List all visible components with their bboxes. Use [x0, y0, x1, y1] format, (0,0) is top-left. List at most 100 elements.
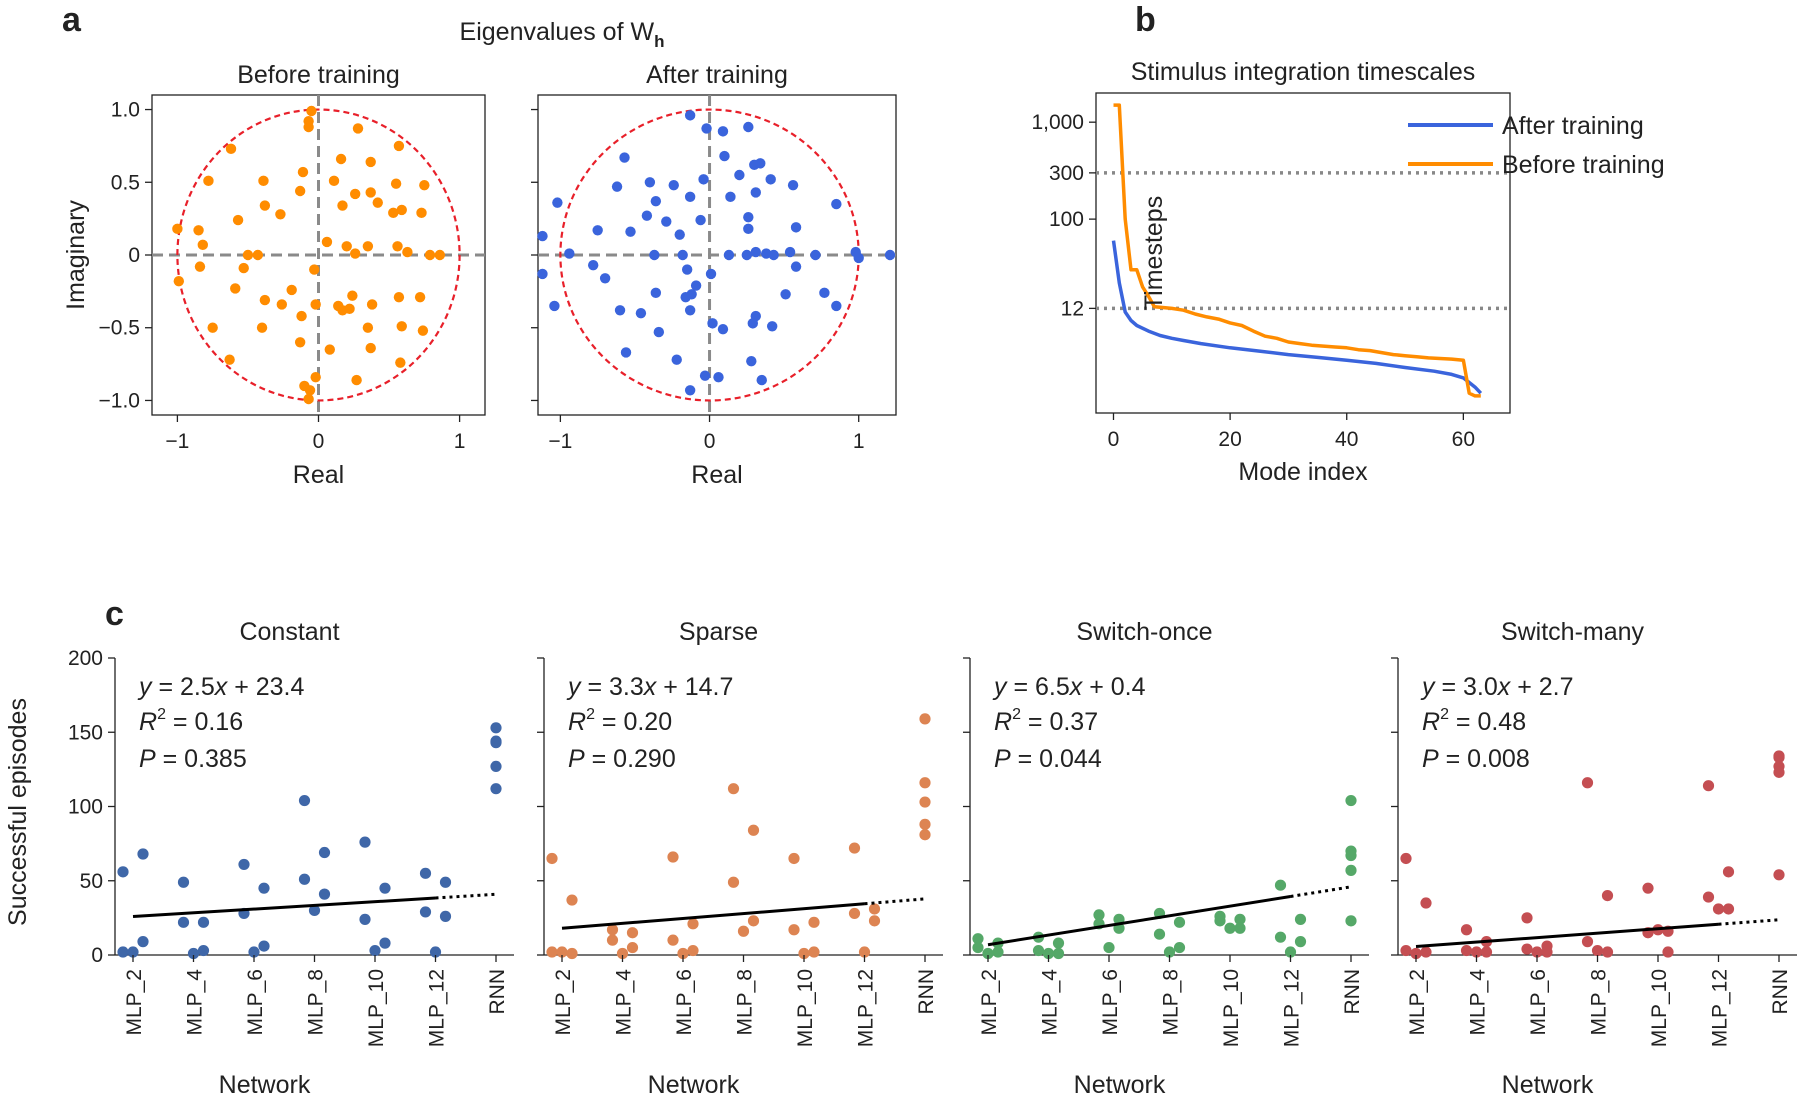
eig-before-point: [388, 207, 399, 219]
eig-before-ytick-label: 1.0: [111, 99, 140, 122]
eig-after-point: [668, 179, 679, 191]
perf-constant-point: [187, 947, 200, 960]
p-val: = 0.290: [585, 745, 676, 773]
eig-after-point: [819, 287, 830, 299]
eig-after-point: [747, 318, 758, 329]
perf-constant-point: [359, 836, 371, 848]
perf-sparse-point: [687, 944, 699, 957]
perf-switch-many-point: [1642, 882, 1654, 894]
perf-sparse-point: [919, 713, 931, 725]
eig-after-point: [734, 169, 745, 181]
eig-before-point: [392, 241, 403, 252]
eig-after-point: [644, 177, 656, 188]
perf-switch-once-point: [1345, 849, 1357, 862]
perf-sparse-point: [626, 927, 639, 939]
p-val: = 0.008: [1439, 745, 1530, 773]
eig-before-point: [362, 241, 374, 252]
perf-switch-once-point: [1042, 947, 1055, 960]
eig-before-ytick-label: −0.5: [99, 317, 140, 340]
eq-rest: + 0.4: [1082, 673, 1145, 701]
timescale-xtick-label: 40: [1335, 428, 1358, 451]
perf-constant-point: [419, 867, 432, 879]
perf-constant-point: [177, 876, 190, 888]
eig-after-point: [552, 197, 563, 208]
perf-switch-many-point: [1702, 891, 1715, 903]
perf-sparse-xlabel: Network: [648, 1071, 740, 1099]
eig-after-point: [831, 198, 842, 210]
perf-constant-point: [177, 916, 190, 928]
perf-sparse-point: [868, 915, 881, 927]
perf-constant-point: [238, 858, 250, 871]
eig-before-point: [341, 241, 352, 252]
eig-after-point: [677, 249, 688, 261]
eig-before-point: [417, 325, 429, 336]
eq-rest: + 23.4: [227, 673, 304, 701]
r2-val: = 0.37: [1021, 708, 1098, 736]
perf-constant-point: [419, 906, 432, 918]
p-sym: P: [568, 745, 585, 773]
eig-before-point: [328, 175, 340, 187]
perf-sparse-point: [616, 947, 629, 960]
perf-constant-point: [298, 873, 311, 885]
perf-constant-point: [490, 783, 502, 795]
eig-before-point: [294, 337, 306, 348]
perf-switch-many-fit-extrapolation: [1718, 918, 1780, 926]
eig-after-point: [695, 214, 706, 226]
eig-after-point: [705, 268, 717, 280]
perf-switch-many-point: [1722, 903, 1735, 915]
eig-after-point: [743, 211, 754, 223]
eig-after-point: [614, 305, 626, 316]
r2-sup: 2: [586, 706, 595, 723]
perf-switch-many-point: [1591, 944, 1604, 957]
eig-before-point: [393, 291, 405, 303]
perf-sparse-xtick-label: MLP_2: [552, 969, 575, 1036]
perf-switch-many-point: [1773, 766, 1785, 778]
perf-switch-once-point: [1173, 941, 1186, 954]
eig-after-point: [650, 195, 662, 207]
perf-sparse-xtick-label: MLP_10: [794, 969, 817, 1047]
eig-after-point: [768, 249, 779, 261]
eig-before-point: [396, 204, 407, 216]
eig-before-point: [402, 246, 413, 258]
eig-before-point: [197, 239, 208, 251]
eig-before-point: [296, 310, 307, 322]
eig-after-point: [671, 354, 682, 365]
perf-constant-ytick-label: 150: [68, 721, 103, 744]
perf-sparse-title: Sparse: [679, 618, 758, 646]
eig-after-point: [701, 123, 712, 134]
perf-switch-once-xtick-label: MLP_8: [1160, 969, 1183, 1036]
perf-sparse-point: [858, 946, 871, 958]
eig-after-point: [641, 210, 653, 221]
r2-val: = 0.48: [1449, 708, 1526, 736]
eig-before-point: [303, 121, 314, 133]
eig-before-point: [372, 197, 383, 208]
eig-after-point: [723, 249, 735, 261]
perf-sparse-point: [798, 947, 810, 960]
eig-before-point: [238, 262, 249, 274]
eig-before-point: [390, 178, 402, 189]
eq-x: x: [1069, 673, 1084, 701]
perf-switch-many-fit-line: [1415, 922, 1719, 949]
eig-before-point: [335, 153, 347, 165]
eig-before-point: [276, 299, 288, 310]
perf-constant-point: [379, 882, 391, 894]
eig-after-point: [599, 273, 611, 284]
perf-sparse-point: [546, 946, 558, 958]
eig-before-point: [365, 156, 376, 168]
perf-sparse-point: [727, 876, 740, 888]
perf-switch-once-fit-extrapolation: [1290, 885, 1352, 898]
eig-after-point: [620, 347, 632, 358]
eq-mid: = 2.5: [152, 673, 215, 701]
perf-switch-many-point: [1480, 946, 1493, 958]
eig-after-point: [661, 216, 672, 227]
perf-switch-many-xtick-label: MLP_12: [1709, 969, 1732, 1047]
eig-before-point: [352, 123, 364, 134]
r2-sym: R: [568, 708, 586, 736]
eig-before-point: [337, 305, 348, 316]
eig-after-point: [743, 223, 754, 235]
eig-after-point: [743, 121, 754, 133]
perf-constant-ytick-label: 0: [91, 944, 103, 967]
perf-switch-many-point: [1400, 852, 1412, 865]
perf-constant-fit-extrapolation: [435, 892, 497, 900]
